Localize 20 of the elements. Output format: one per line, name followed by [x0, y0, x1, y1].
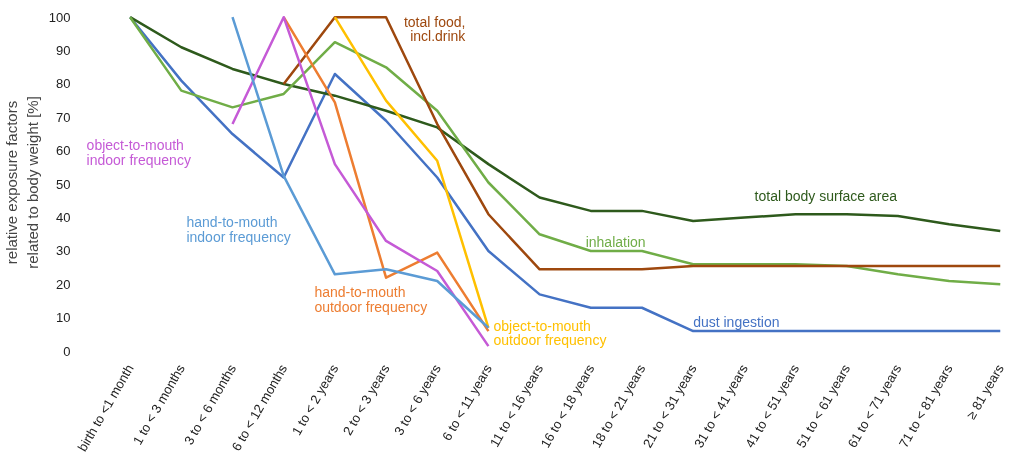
y-axis-title: relative exposure factors related to body weight [%] [3, 96, 41, 269]
y-tick-label: 80 [56, 76, 71, 92]
series-label: hand-to-mouth outdoor frequency [314, 284, 428, 315]
y-tick-label: 40 [56, 210, 71, 226]
text: object-to-mouth indoor frequency [86, 137, 191, 168]
y-tick-label: 90 [56, 43, 71, 59]
y-tick-label: 10 [56, 310, 71, 326]
y-tick-label: 0 [63, 343, 71, 359]
y-tick-label: 100 [48, 9, 71, 25]
series-label: inhalation [585, 234, 646, 251]
y-tick-label: 70 [56, 109, 71, 125]
series-label: total food, incl.drink [403, 13, 467, 45]
y-tick-label: 30 [56, 243, 71, 259]
series-label: total body surface area [754, 187, 898, 204]
y-tick-label: 60 [56, 143, 71, 159]
y-tick-label: 20 [56, 276, 71, 292]
series-label: dust ingestion [693, 314, 780, 331]
series-label: hand-to-mouth indoor frequency [186, 214, 291, 245]
series-label: object-to-mouth outdoor frequency [493, 317, 607, 349]
y-tick-label: 50 [56, 176, 71, 192]
